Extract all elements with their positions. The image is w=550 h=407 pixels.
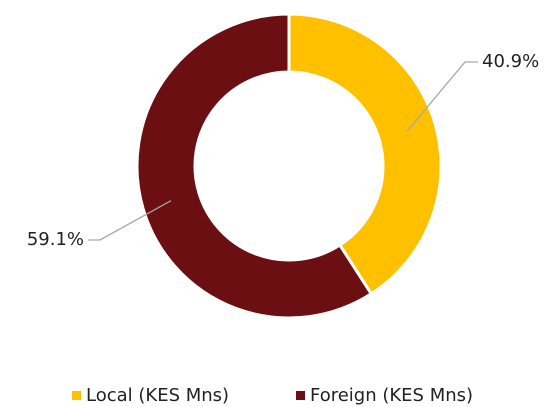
legend-swatch [72, 391, 81, 400]
donut-slice [287, 12, 443, 296]
leader-line [406, 61, 478, 132]
donut-slice [135, 12, 374, 320]
leader-line [88, 200, 172, 241]
legend-label: Local (KES Mns) [86, 385, 229, 406]
legend-swatch [296, 391, 305, 400]
data-label: 40.9% [482, 51, 539, 72]
data-label: 59.1% [27, 229, 84, 250]
legend-label: Foreign (KES Mns) [310, 385, 473, 406]
